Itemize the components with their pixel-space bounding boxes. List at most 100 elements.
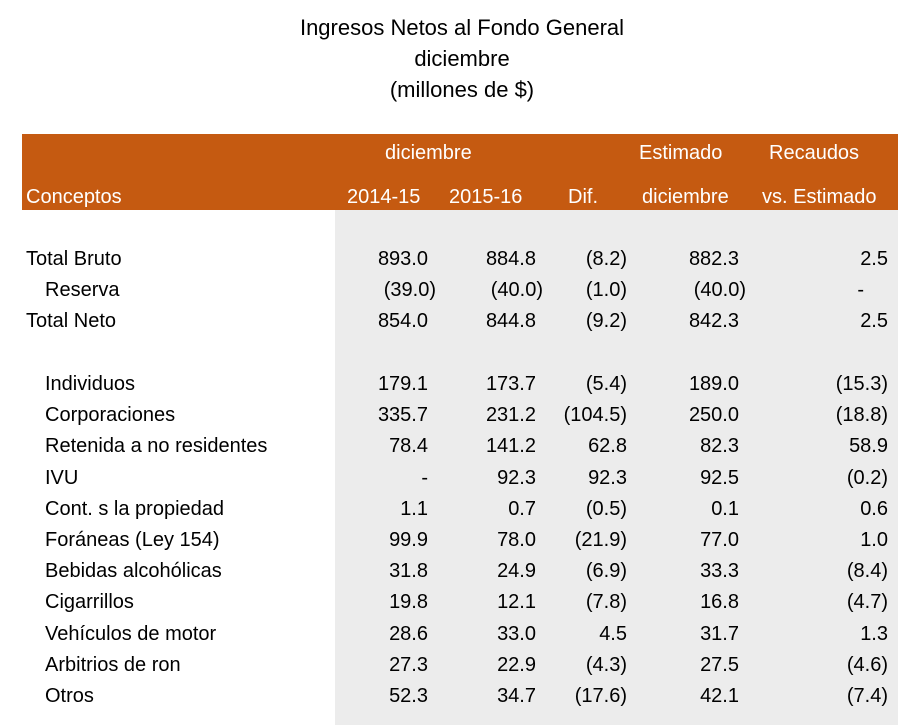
table-row: Bebidas alcohólicas 31.8 24.9 (6.9) 33.3 (8.4… bbox=[22, 556, 898, 587]
cell-dif: (0.5) bbox=[585, 497, 627, 520]
cell-estimado: 882.3 bbox=[688, 248, 739, 270]
cell-2015-16: 231.2 bbox=[485, 404, 536, 427]
row-label: Vehículos de motor bbox=[45, 622, 217, 645]
cell-2015-16: 141.2 bbox=[485, 435, 536, 458]
cell-2015-16: 0.7 bbox=[508, 497, 536, 520]
row-label: Corporaciones bbox=[45, 404, 176, 427]
cell-2014-15: 27.3 bbox=[389, 653, 428, 676]
cell-dif: (7.8) bbox=[585, 591, 627, 614]
table-row: Otros 52.3 34.7 (17.6) 42.1 (7.4) bbox=[22, 681, 898, 712]
cell-vs-estimado: 58.9 bbox=[849, 435, 888, 458]
cell-vs-estimado: 2.5 bbox=[860, 248, 888, 270]
header-group-diciembre: diciembre bbox=[385, 142, 472, 164]
table-row: Reserva (39.0) (40.0) (1.0) (40.0) - bbox=[22, 275, 898, 306]
row-label: IVU bbox=[45, 466, 79, 489]
table-row: IVU - 92.3 92.3 92.5 (0.2) bbox=[22, 463, 898, 494]
cell-estimado: 33.3 bbox=[700, 560, 739, 583]
cell-vs-estimado: 2.5 bbox=[860, 310, 888, 332]
cell-2015-16: 844.8 bbox=[485, 310, 536, 332]
cell-2015-16: 24.9 bbox=[497, 560, 536, 583]
cell-estimado: 842.3 bbox=[688, 310, 739, 332]
table-row: Corporaciones 335.7 231.2 (104.5) 250.0 (18.8… bbox=[22, 400, 898, 431]
title-line-2: diciembre bbox=[414, 46, 510, 71]
header-dif: Dif. bbox=[568, 186, 598, 208]
cell-2014-15: - bbox=[421, 466, 428, 489]
cell-dif: (5.4) bbox=[585, 373, 627, 395]
cell-2015-16: 33.0 bbox=[497, 622, 536, 645]
cell-dif: 4.5 bbox=[599, 622, 627, 645]
cell-2014-15: 99.9 bbox=[389, 529, 428, 551]
header-vs-estimado: vs. Estimado bbox=[762, 186, 877, 208]
cell-2015-16: 22.9 bbox=[497, 653, 536, 676]
header-recaudos: Recaudos bbox=[769, 142, 860, 164]
header-estimado: Estimado bbox=[639, 142, 723, 164]
row-label: Retenida a no residentes bbox=[45, 435, 268, 458]
cell-dif: (4.3) bbox=[585, 653, 627, 676]
cell-estimado: (40.0) bbox=[693, 279, 746, 301]
table-row: Cont. s la propiedad 1.1 0.7 (0.5) 0.1 0.6 bbox=[22, 494, 898, 525]
cell-2014-15: (39.0) bbox=[383, 279, 436, 301]
row-label: Arbitrios de ron bbox=[45, 653, 181, 676]
cell-vs-estimado: (18.8) bbox=[835, 404, 888, 427]
cell-dif: 62.8 bbox=[588, 435, 627, 458]
cell-dif: (8.2) bbox=[585, 248, 627, 270]
table-row: Cigarrillos 19.8 12.1 (7.8) 16.8 (4.7) bbox=[22, 587, 898, 618]
cell-vs-estimado: (7.4) bbox=[846, 685, 888, 707]
row-label: Total Bruto bbox=[26, 248, 122, 270]
cell-estimado: 77.0 bbox=[700, 529, 739, 551]
row-label: Cigarrillos bbox=[45, 591, 134, 614]
cell-2015-16: (40.0) bbox=[490, 279, 543, 301]
cell-estimado: 250.0 bbox=[688, 404, 739, 427]
cell-vs-estimado: (4.7) bbox=[846, 591, 888, 614]
cell-2014-15: 28.6 bbox=[389, 622, 428, 645]
table-row: Retenida a no residentes 78.4 141.2 62.8 82.… bbox=[22, 431, 898, 462]
title-line-3: (millones de $) bbox=[389, 77, 535, 102]
row-label: Total Neto bbox=[26, 310, 117, 332]
cell-2014-15: 1.1 bbox=[400, 497, 428, 520]
table-row: Vehículos de motor 28.6 33.0 4.5 31.7 1.3 bbox=[22, 619, 898, 650]
cell-estimado: 92.5 bbox=[700, 466, 739, 489]
cell-vs-estimado: 1.3 bbox=[860, 622, 888, 645]
cell-2015-16: 173.7 bbox=[485, 373, 536, 395]
cell-vs-estimado: 1.0 bbox=[860, 529, 888, 551]
cell-dif: (104.5) bbox=[563, 404, 627, 427]
cell-estimado: 31.7 bbox=[700, 622, 739, 645]
cell-estimado: 0.1 bbox=[711, 497, 739, 520]
cell-dif: 92.3 bbox=[588, 466, 627, 489]
header-2015-16: 2015-16 bbox=[449, 186, 523, 208]
cell-dif: (9.2) bbox=[585, 310, 627, 332]
header-conceptos: Conceptos bbox=[26, 186, 122, 208]
cell-vs-estimado: - bbox=[857, 279, 864, 301]
row-label: Bebidas alcohólicas bbox=[45, 560, 222, 583]
header-2014-15: 2014-15 bbox=[347, 186, 421, 208]
cell-estimado: 27.5 bbox=[700, 653, 739, 676]
cell-estimado: 16.8 bbox=[700, 591, 739, 614]
cell-2015-16: 884.8 bbox=[485, 248, 536, 270]
row-label: Individuos bbox=[45, 373, 136, 395]
cell-2014-15: 179.1 bbox=[377, 373, 428, 395]
cell-estimado: 42.1 bbox=[700, 685, 739, 707]
row-label: Otros bbox=[45, 685, 94, 707]
table-row: Total Neto 854.0 844.8 (9.2) 842.3 2.5 bbox=[22, 306, 898, 337]
table-row: Foráneas (Ley 154) 99.9 78.0 (21.9) 77.0 1.0 bbox=[22, 525, 898, 556]
cell-2014-15: 31.8 bbox=[389, 560, 428, 583]
cell-2015-16: 12.1 bbox=[497, 591, 536, 614]
label-column-background bbox=[22, 210, 335, 725]
cell-estimado: 82.3 bbox=[700, 435, 739, 458]
cell-2014-15: 78.4 bbox=[389, 435, 428, 458]
data-column-shade bbox=[335, 210, 898, 725]
cell-vs-estimado: (8.4) bbox=[846, 560, 888, 583]
table-row: Individuos 179.1 173.7 (5.4) 189.0 (15.3) bbox=[22, 369, 898, 400]
cell-dif: (6.9) bbox=[585, 560, 627, 583]
table-header bbox=[22, 134, 898, 210]
report-title: Ingresos Netos al Fondo General diciembr… bbox=[0, 12, 924, 105]
cell-dif: (21.9) bbox=[574, 529, 627, 551]
title-line-1: Ingresos Netos al Fondo General bbox=[299, 15, 625, 40]
cell-vs-estimado: (4.6) bbox=[846, 653, 888, 676]
cell-vs-estimado: (15.3) bbox=[835, 373, 888, 395]
cell-2014-15: 52.3 bbox=[389, 685, 428, 707]
table-row: Total Bruto 893.0 884.8 (8.2) 882.3 2.5 bbox=[22, 244, 898, 275]
cell-dif: (1.0) bbox=[585, 279, 627, 301]
table-row: Arbitrios de ron 27.3 22.9 (4.3) 27.5 (4.6) bbox=[22, 650, 898, 681]
cell-2014-15: 19.8 bbox=[389, 591, 428, 614]
